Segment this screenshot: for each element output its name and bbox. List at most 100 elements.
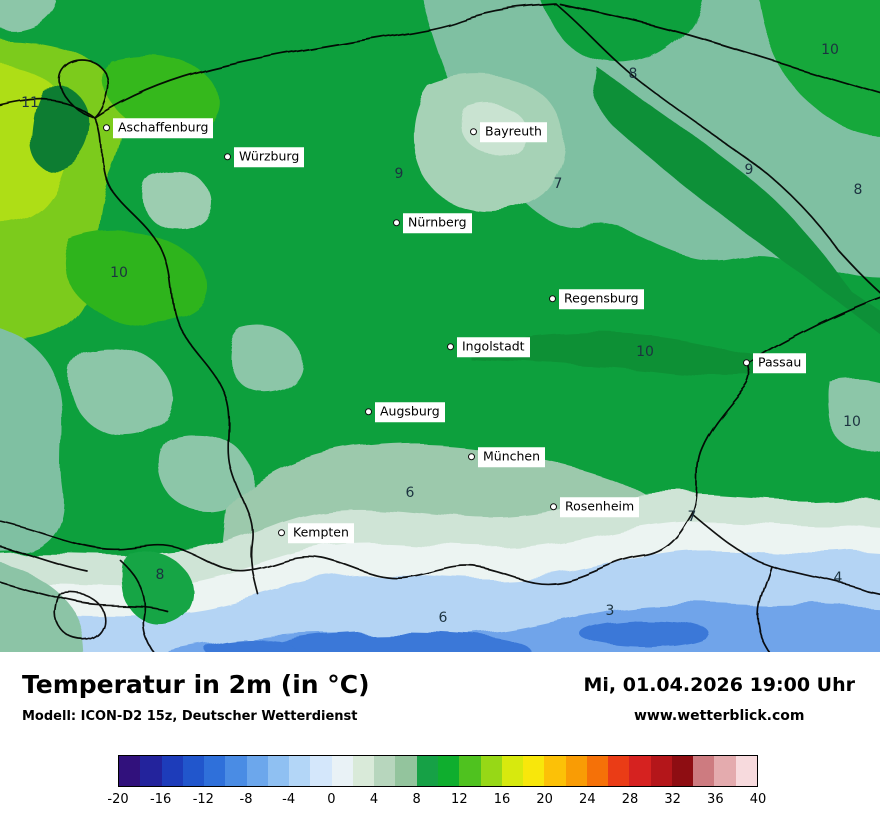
map-footer: Temperatur in 2m (in °C) Modell: ICON-D2… <box>0 652 880 830</box>
colorbar-segment <box>608 756 630 786</box>
city-marker: Aschaffenburg <box>103 118 214 138</box>
city-label: Bayreuth <box>480 122 547 142</box>
colorbar-segment <box>161 756 183 786</box>
model-info: Modell: ICON-D2 15z, Deutscher Wetterdie… <box>22 709 358 724</box>
city-marker: München <box>468 447 546 467</box>
city-dot-icon <box>470 128 477 136</box>
colorbar-segment <box>629 756 651 786</box>
temp-value-label: 8 <box>155 567 165 583</box>
city-dot-icon <box>393 219 400 227</box>
city-label: Aschaffenburg <box>113 118 214 138</box>
colorbar-segment <box>586 756 609 786</box>
city-marker: Ingolstadt <box>447 337 530 357</box>
colorbar-segment <box>714 756 736 786</box>
forecast-datetime: Mi, 01.04.2026 19:00 Uhr <box>583 674 855 696</box>
city-label: Passau <box>753 353 807 373</box>
temp-value-label: 4 <box>833 570 843 586</box>
colorbar-segment <box>437 756 460 786</box>
city-label: Ingolstadt <box>457 337 530 357</box>
colorbar-segment <box>501 756 524 786</box>
temp-value-label: 8 <box>853 182 863 198</box>
colorbar-segment <box>119 756 141 786</box>
temp-value-label: 9 <box>394 166 404 182</box>
temp-value-label: 10 <box>110 265 128 281</box>
colorbar-tick-label: 32 <box>664 792 681 807</box>
colorbar-segment <box>352 756 375 786</box>
temp-value-label: 10 <box>821 42 839 58</box>
temperature-value-layer: 11 10 9 7 8 10 9 8 10 10 6 7 8 3 4 6 <box>21 42 863 626</box>
city-dot-icon <box>550 503 557 511</box>
colorbar-tick-label: -16 <box>150 792 172 807</box>
colorbar-segment <box>480 756 502 786</box>
city-marker: Würzburg <box>224 147 305 167</box>
city-label: Augsburg <box>375 402 445 422</box>
colorbar-ticks: -20 -16 -12 -8 -4 0 4 8 12 16 20 24 28 32 36 40 <box>107 792 766 808</box>
city-dot-icon <box>103 124 110 132</box>
city-marker: Regensburg <box>549 289 644 309</box>
city-marker: Nürnberg <box>393 213 472 233</box>
colorbar-segment <box>523 756 545 786</box>
colorbar-tick-label: 20 <box>536 792 553 807</box>
colorbar-segment <box>650 756 672 786</box>
city-label: Würzburg <box>234 147 305 167</box>
city-label: Regensburg <box>559 289 644 309</box>
temp-value-label: 10 <box>636 344 654 360</box>
temperature-map: 11 10 9 7 8 10 9 8 10 10 6 7 8 3 4 6 Aschaffenburg Würzb… <box>0 0 880 652</box>
border-lines <box>0 3 880 652</box>
city-label: Rosenheim <box>560 497 640 517</box>
colorbar-segment <box>310 756 332 786</box>
temp-value-label: 9 <box>744 162 754 178</box>
colorbar-segment <box>246 756 268 786</box>
colorbar-tick-label: -4 <box>282 792 296 807</box>
colorbar-segment <box>416 756 438 786</box>
city-dot-icon <box>278 529 285 537</box>
colorbar-tick-label: 24 <box>579 792 596 807</box>
temp-value-label: 11 <box>21 95 39 111</box>
city-dot-icon <box>468 453 475 461</box>
temp-value-label: 7 <box>553 176 563 192</box>
city-marker: Bayreuth <box>470 122 547 142</box>
city-marker: Kempten <box>278 523 354 543</box>
city-dot-icon <box>447 343 454 351</box>
colorbar-segment <box>671 756 694 786</box>
colorbar-segment <box>182 756 205 786</box>
city-dot-icon <box>365 408 372 416</box>
colorbar-tick-label: 40 <box>749 792 767 807</box>
city-dot-icon <box>743 359 750 367</box>
colorbar-segment <box>693 756 715 786</box>
colorbar-tick-label: -8 <box>239 792 253 807</box>
city-marker: Rosenheim <box>550 497 640 517</box>
colorbar-tick-label: 8 <box>412 792 421 807</box>
city-marker-layer: Aschaffenburg Würzburg Bayreuth Nürnberg Reg… <box>103 118 807 543</box>
colorbar-segment <box>374 756 396 786</box>
colorbar-tick-label: 0 <box>327 792 336 807</box>
colorbar-segment <box>140 756 162 786</box>
colorbar-segment <box>289 756 311 786</box>
city-label: München <box>478 447 546 467</box>
colorbar-segment <box>331 756 353 786</box>
temp-value-label: 8 <box>628 66 638 82</box>
colorbar-segment <box>204 756 226 786</box>
city-marker: Augsburg <box>365 402 445 422</box>
temp-value-label: 7 <box>687 509 697 525</box>
colorbar <box>118 755 758 787</box>
colorbar-segment <box>225 756 247 786</box>
temperature-field <box>0 0 880 652</box>
temperature-scale: -20 -16 -12 -8 -4 0 4 8 12 16 20 24 28 32 36 40 <box>107 755 766 808</box>
colorbar-segment <box>544 756 566 786</box>
colorbar-tick-label: 16 <box>493 792 511 807</box>
temp-value-label: 6 <box>405 485 415 501</box>
colorbar-tick-label: 12 <box>451 792 468 807</box>
page-title: Temperatur in 2m (in °C) <box>22 670 370 699</box>
city-dot-icon <box>224 153 231 161</box>
city-label: Nürnberg <box>403 213 472 233</box>
temp-value-label: 3 <box>605 603 615 619</box>
forecast-meta: Mi, 01.04.2026 19:00 Uhr www.wetterblick… <box>584 674 855 724</box>
colorbar-segment <box>735 756 757 786</box>
colorbar-segment <box>267 756 290 786</box>
temp-value-label: 6 <box>438 610 448 626</box>
colorbar-tick-label: -20 <box>107 792 129 807</box>
colorbar-tick-label: 28 <box>621 792 639 807</box>
colorbar-segment <box>565 756 587 786</box>
city-label: Kempten <box>288 523 354 543</box>
